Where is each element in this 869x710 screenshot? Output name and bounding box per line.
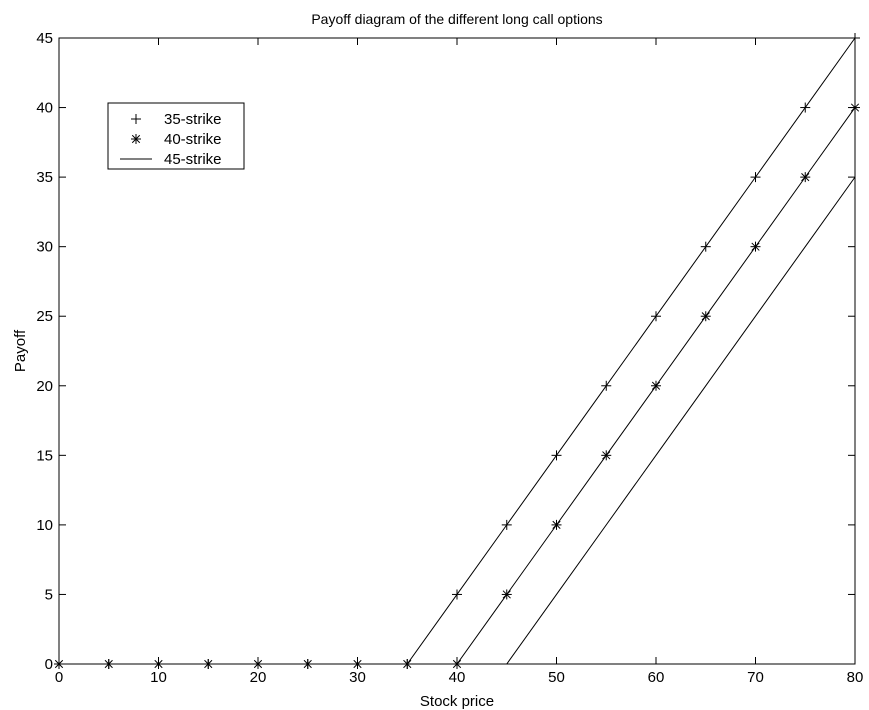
- marker-stroke: [502, 590, 511, 599]
- legend: 35-strike 40-strike 45-strike: [107, 102, 245, 170]
- marker-stroke: [850, 103, 860, 112]
- marker-stroke: [651, 381, 661, 390]
- data-point-35-strike: [501, 519, 512, 530]
- x-tick-label: 70: [747, 669, 764, 686]
- y-tick-label: 25: [36, 308, 53, 325]
- x-tick-label: 50: [548, 669, 565, 686]
- marker-stroke: [552, 520, 561, 529]
- series-layer: [54, 33, 860, 669]
- y-tick-label: 20: [36, 378, 53, 395]
- legend-swatch: [131, 114, 141, 124]
- data-point-40-strike: [651, 380, 661, 391]
- marker-stroke: [131, 134, 141, 144]
- data-point-40-strike: [501, 589, 512, 600]
- legend-item-45-strike: 45-strike: [120, 151, 222, 168]
- marker-stroke: [751, 242, 760, 251]
- x-tick-label: 80: [847, 669, 864, 686]
- y-tick-label: 15: [36, 447, 53, 464]
- legend-label: 35-strike: [164, 111, 222, 128]
- x-tick-label: 0: [55, 669, 63, 686]
- x-tick-label: 60: [648, 669, 665, 686]
- y-tick-label: 0: [45, 656, 53, 673]
- marker-stroke: [602, 451, 611, 460]
- x-tick-label: 30: [349, 669, 366, 686]
- legend-box: [107, 102, 245, 170]
- data-point-35-strike: [750, 172, 761, 183]
- legend-entries: 35-strike 40-strike 45-strike: [120, 111, 222, 168]
- marker-stroke: [801, 173, 810, 182]
- data-point-40-strike: [750, 241, 761, 252]
- y-tick-label: 10: [36, 517, 53, 534]
- x-tick-label: 20: [250, 669, 267, 686]
- data-point-40-strike: [800, 172, 811, 183]
- data-point-35-strike: [800, 102, 811, 113]
- x-tick-label: 10: [150, 669, 167, 686]
- data-point-35-strike: [601, 380, 612, 391]
- marker-stroke: [701, 312, 710, 321]
- data-point-35-strike: [850, 33, 860, 43]
- legend-swatch: [131, 134, 141, 144]
- legend-label: 45-strike: [164, 151, 222, 168]
- y-axis-title: Payoff: [12, 329, 29, 372]
- axes: 0 10 20 30 40 50 60 70 80 0 5 10 15 20 25 30 35 40 45: [36, 30, 863, 686]
- y-tick-label: 40: [36, 100, 53, 117]
- y-tick-label: 35: [36, 169, 53, 186]
- data-point-40-strike: [850, 102, 860, 113]
- series-line-40-strike: [59, 107, 856, 665]
- data-point-40-strike: [551, 519, 562, 530]
- data-point-35-strike: [651, 311, 661, 322]
- data-point-35-strike: [700, 241, 711, 252]
- y-tick-label: 45: [36, 30, 53, 47]
- y-tick-label: 30: [36, 239, 53, 256]
- legend-item-40-strike: 40-strike: [131, 131, 222, 148]
- x-axis-title: Stock price: [420, 693, 494, 710]
- data-point-40-strike: [700, 311, 711, 322]
- x-tick-label: 40: [449, 669, 466, 686]
- chart-title: Payoff diagram of the different long cal…: [311, 11, 602, 27]
- legend-label: 40-strike: [164, 131, 222, 148]
- data-point-35-strike: [452, 589, 462, 600]
- y-tick-label: 5: [45, 586, 53, 603]
- legend-item-35-strike: 35-strike: [131, 111, 222, 128]
- series-line-45-strike: [59, 176, 856, 665]
- data-point-40-strike: [601, 450, 612, 461]
- data-point-35-strike: [551, 450, 562, 461]
